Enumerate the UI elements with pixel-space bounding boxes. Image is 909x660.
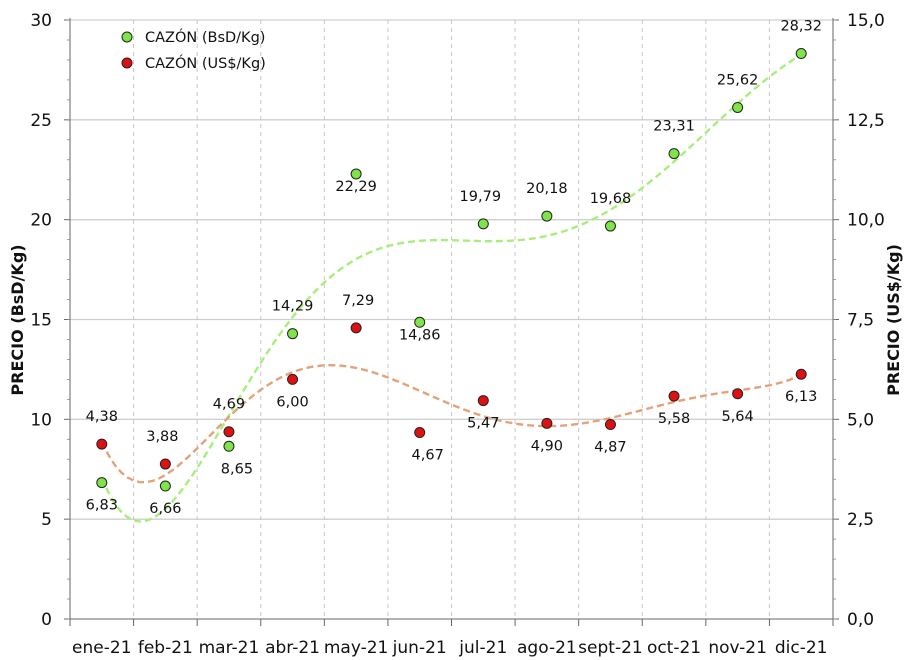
data-point <box>414 316 426 328</box>
data-point <box>541 210 553 222</box>
data-label: 4,38 <box>86 409 118 425</box>
y-axis-title: PRECIO (BsD/Kg) <box>8 244 27 395</box>
data-label: 4,90 <box>531 438 563 454</box>
y2-tick-label: 12,5 <box>847 111 885 131</box>
data-label: 4,87 <box>594 440 626 456</box>
x-tick-label: jul-21 <box>458 638 507 658</box>
data-label: 7,29 <box>342 293 374 309</box>
data-point <box>604 220 616 232</box>
data-point <box>287 328 299 340</box>
data-labels: 6,83 6,66 8,65 14,29 22,29 14,86 19,79 20,18 19,… <box>86 19 822 517</box>
y-tick-label: 20 <box>30 211 52 231</box>
y-tick-label: 5 <box>41 510 52 530</box>
y2-tick-label: 0,0 <box>847 610 874 630</box>
grid <box>70 19 833 619</box>
data-point <box>604 419 616 431</box>
data-point <box>795 48 807 60</box>
data-label: 4,67 <box>412 448 444 464</box>
x-tick-label: ene-21 <box>72 638 131 658</box>
data-point <box>96 477 108 489</box>
data-label: 28,32 <box>780 19 822 35</box>
data-label: 19,79 <box>460 189 502 205</box>
data-point <box>477 395 489 407</box>
data-point <box>223 426 235 438</box>
trend-line-0 <box>100 53 802 523</box>
x-tick-label: nov-21 <box>708 638 767 658</box>
data-label: 23,31 <box>653 119 695 135</box>
data-point <box>287 373 299 385</box>
data-label: 6,13 <box>785 389 817 405</box>
trend-line-1 <box>100 363 802 484</box>
data-point <box>223 440 235 452</box>
data-point <box>795 368 807 380</box>
y2-tick-label: 5,0 <box>847 410 874 430</box>
x-tick-label: mar-21 <box>199 638 260 658</box>
data-point <box>96 438 108 450</box>
x-tick-label: sept-21 <box>578 638 643 658</box>
data-label: 25,62 <box>717 72 759 88</box>
x-tick-label: ago-21 <box>517 638 577 658</box>
data-label: 6,66 <box>149 501 181 517</box>
data-point <box>668 390 680 402</box>
x-tick-label: feb-21 <box>138 638 193 658</box>
data-label: 5,64 <box>721 409 753 425</box>
data-point <box>159 480 171 492</box>
data-label: 5,47 <box>467 416 499 432</box>
y2-tick-label: 10,0 <box>847 211 885 231</box>
y2-axis-title: PRECIO (US$/Kg) <box>884 244 903 396</box>
data-label: 3,88 <box>146 429 178 445</box>
data-label: 20,18 <box>526 181 568 197</box>
data-point <box>350 322 362 334</box>
y-tick-label: 25 <box>30 111 52 131</box>
legend-marker-bsd <box>121 31 133 43</box>
data-label: 5,58 <box>658 411 690 427</box>
axes: 0 5 10 15 20 25 30 0,0 2,5 5,0 7,5 10,0 12,5 15,0 ene-… <box>30 11 885 658</box>
data-label: 14,29 <box>272 299 314 315</box>
data-point <box>350 168 362 180</box>
y2-tick-label: 7,5 <box>847 311 874 331</box>
data-label: 8,65 <box>221 461 253 477</box>
y-tick-label: 10 <box>30 410 52 430</box>
data-label: 4,69 <box>213 397 245 413</box>
legend-marker-usd <box>121 57 133 69</box>
data-point <box>668 148 680 160</box>
y-tick-label: 30 <box>30 11 52 31</box>
legend-label-usd: CAZÓN (US$/Kg) <box>145 54 266 72</box>
data-point <box>732 101 744 113</box>
data-point <box>159 458 171 470</box>
y2-tick-label: 15,0 <box>847 11 885 31</box>
data-label: 14,86 <box>399 327 441 343</box>
legend-label-bsd: CAZÓN (BsD/Kg) <box>145 28 265 46</box>
data-label: 6,83 <box>86 498 118 514</box>
x-tick-label: oct-21 <box>647 638 701 658</box>
x-tick-label: jun-21 <box>392 638 447 658</box>
data-point <box>477 218 489 230</box>
x-tick-label: may-21 <box>324 638 389 658</box>
trend-lines <box>100 53 802 523</box>
data-point <box>732 388 744 400</box>
data-label: 22,29 <box>335 179 377 195</box>
x-tick-label: dic-21 <box>775 638 828 658</box>
y-tick-label: 0 <box>41 610 52 630</box>
data-label: 19,68 <box>590 191 632 207</box>
data-point <box>414 427 426 439</box>
y2-tick-label: 2,5 <box>847 510 874 530</box>
data-point <box>541 417 553 429</box>
data-points <box>96 48 807 492</box>
x-tick-label: abr-21 <box>265 638 320 658</box>
y-tick-label: 15 <box>30 311 52 331</box>
legend: CAZÓN (BsD/Kg) CAZÓN (US$/Kg) <box>121 28 266 72</box>
data-label: 6,00 <box>276 394 308 410</box>
